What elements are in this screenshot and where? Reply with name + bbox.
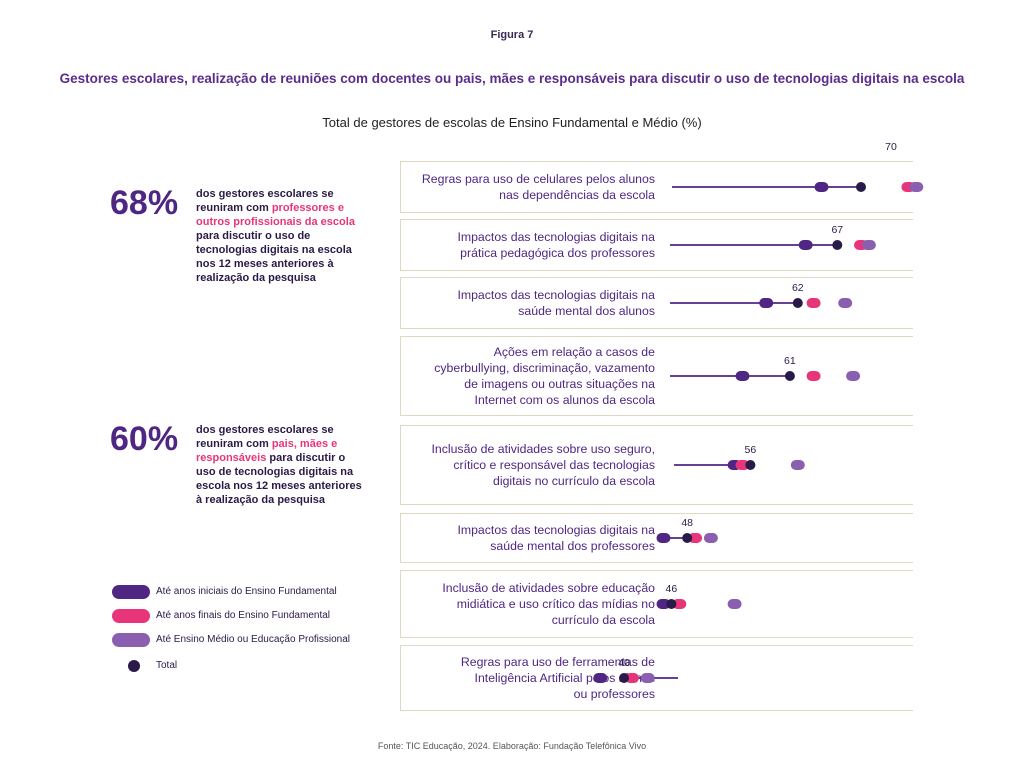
stat-2-value: 60%	[110, 420, 179, 458]
chart-title: Gestores escolares, realização de reuniõ…	[59, 71, 965, 86]
legend-label-medio: Até Ensino Médio ou Educação Profissiona…	[156, 634, 351, 645]
chart-row: Ações em relação a casos de cyberbullying…	[400, 336, 913, 416]
point-initial	[656, 599, 671, 609]
row-label: Impactos das tecnologias digitais na saúd…	[405, 522, 655, 554]
point-medio	[727, 599, 742, 609]
row-label: Inclusão de atividades sobre educação mid…	[405, 580, 655, 628]
row-label: Inclusão de atividades sobre uso seguro,…	[405, 441, 655, 489]
point-final	[735, 460, 750, 470]
point-final	[688, 533, 703, 543]
data-label-total: 67	[831, 224, 843, 236]
point-medio	[640, 673, 655, 683]
legend-swatch-final	[112, 609, 150, 623]
row-label-line: crítico e responsável das tecnologias	[453, 458, 655, 472]
data-label-total: 61	[784, 355, 796, 367]
point-total	[682, 533, 693, 543]
row-label-line: Regras para uso de celulares pelos aluno…	[421, 172, 655, 186]
row-label: Regras para uso de ferramentas de Intelig…	[405, 654, 655, 702]
data-label-total: 62	[792, 282, 804, 294]
chart-row: Regras para uso de ferramentas de Intelig…	[400, 645, 913, 711]
chart-row: Impactos das tecnologias digitais na saúd…	[400, 277, 913, 329]
point-medio	[846, 371, 861, 381]
legend-swatch-medio	[112, 633, 150, 647]
row-label-line: saúde mental dos professores	[490, 539, 655, 553]
row-label: Ações em relação a casos de cyberbullying…	[405, 344, 655, 408]
point-total	[745, 460, 756, 470]
figure-label: Figura 7	[490, 29, 534, 41]
row-label-line: ou professores	[573, 687, 655, 701]
point-initial	[735, 371, 750, 381]
data-label-total: 46	[666, 583, 678, 595]
point-total	[832, 240, 843, 250]
point-initial	[593, 673, 608, 683]
row-label-line: nas dependências da escola	[499, 188, 655, 202]
row-label: Impactos das tecnologias digitais na prát…	[405, 229, 655, 261]
point-medio	[790, 460, 805, 470]
row-label: Impactos das tecnologias digitais na saúd…	[405, 287, 655, 319]
data-label-total: 40	[618, 657, 630, 669]
point-total	[619, 673, 629, 683]
legend-label-total: Total	[156, 660, 178, 671]
row-label-line: Impactos das tecnologias digitais na	[457, 230, 655, 244]
stat-1-value: 68%	[110, 184, 179, 222]
point-final	[806, 371, 821, 381]
source-note: Fonte: TIC Educação, 2024. Elaboração: F…	[377, 741, 647, 751]
point-total	[666, 599, 677, 609]
row-label-line: Inteligência Artificial pelos alunos	[474, 671, 655, 685]
point-total	[784, 371, 795, 381]
row-label-line: currículo da escola	[551, 613, 655, 627]
row-label-line: saúde mental dos alunos	[518, 304, 655, 318]
row-label-line: Internet com os alunos da escola	[474, 393, 655, 407]
data-label-total: 70	[885, 141, 897, 153]
stat-2-text: dos gestores escolares se reuniram com p…	[196, 424, 362, 506]
data-label-total: 56	[745, 444, 757, 456]
row-label-line: Impactos das tecnologias digitais na	[457, 288, 655, 302]
point-total	[856, 182, 866, 192]
row-label-line: prática pedagógica dos professores	[460, 246, 655, 260]
row-label-line: digitais no currículo da escola	[493, 474, 655, 488]
point-final	[806, 298, 821, 308]
stat-1-text: dos gestores escolares se reuniram com p…	[196, 188, 355, 284]
data-label-total: 48	[681, 517, 693, 529]
legend-label-final: Até anos finais do Ensino Fundamental	[156, 610, 330, 621]
point-medio	[838, 298, 853, 308]
row-label-line: Inclusão de atividades sobre educação	[442, 581, 655, 595]
point-final	[672, 599, 687, 609]
row-label: Regras para uso de celulares pelos aluno…	[405, 171, 655, 203]
point-medio	[703, 533, 718, 543]
row-label-line: Inclusão de atividades sobre uso seguro,	[431, 442, 655, 456]
point-initial	[656, 533, 671, 543]
point-initial	[798, 240, 813, 250]
legend-swatch-total	[128, 660, 140, 672]
point-medio	[861, 240, 876, 250]
point-initial	[759, 298, 774, 308]
point-final	[624, 673, 639, 683]
row-label-line: midiática e uso crítico das mídias no	[456, 597, 655, 611]
row-label-line: de imagens ou outras situações na	[464, 377, 655, 391]
row-label-line: Regras para uso de ferramentas de	[460, 655, 655, 669]
point-total	[792, 298, 803, 308]
legend-swatch-initial	[112, 585, 150, 599]
row-label-line: Ações em relação a casos de	[493, 345, 655, 359]
row-label-line: cyberbullying, discriminação, vazamento	[434, 361, 655, 375]
point-initial	[814, 182, 829, 192]
chart-subtitle: Total de gestores de escolas de Ensino F…	[322, 115, 702, 130]
point-medio	[909, 182, 924, 192]
chart-row: Inclusão de atividades sobre uso seguro,…	[400, 425, 913, 505]
row-label-line: Impactos das tecnologias digitais na	[457, 523, 655, 537]
legend-label-initial: Até anos iniciais do Ensino Fundamental	[156, 586, 337, 597]
